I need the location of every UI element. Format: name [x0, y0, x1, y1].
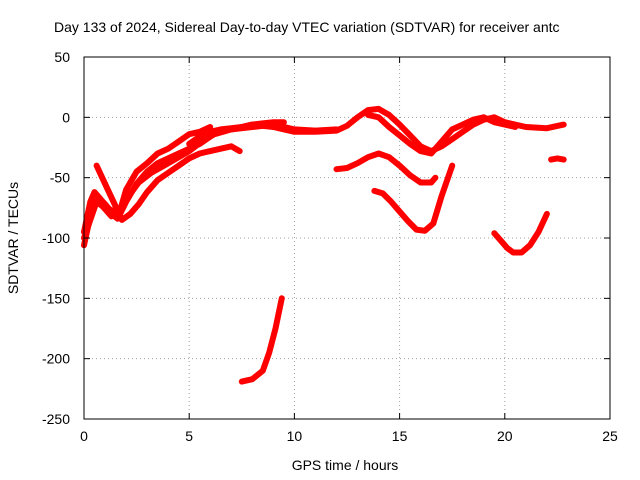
- data-series-arc-8: [365, 111, 519, 157]
- tick-layer: 0 5 10 15 20 25 -250 -200 -150 -100 -50 0 50: [42, 49, 618, 444]
- data-series-arc-4: [93, 143, 243, 223]
- x-tick-label: 10: [287, 428, 303, 444]
- y-tick-label: 0: [62, 109, 70, 125]
- y-axis-label: SDTVAR / TECUs: [5, 182, 21, 294]
- x-tick-label: 5: [185, 428, 193, 444]
- data-series-arc-12: [548, 155, 567, 163]
- data-series-arc-7: [228, 105, 567, 155]
- data-series-arc-2: [81, 124, 214, 241]
- grid-layer: [84, 57, 610, 419]
- y-tick-label: -150: [42, 290, 70, 306]
- x-tick-label: 0: [80, 428, 88, 444]
- y-tick-label: -100: [42, 230, 70, 246]
- x-tick-label: 20: [497, 428, 513, 444]
- x-tick-label: 25: [602, 428, 618, 444]
- y-tick-label: -50: [50, 170, 70, 186]
- y-tick-label: -200: [42, 351, 70, 367]
- x-tick-label: 15: [392, 428, 408, 444]
- y-tick-label: 50: [54, 49, 70, 65]
- data-series-arc-6: [238, 295, 285, 385]
- x-axis-label: GPS time / hours: [292, 457, 399, 473]
- data-series-arc-11: [491, 210, 550, 256]
- data-series-arc-9: [333, 150, 439, 186]
- y-tick-label: -250: [42, 411, 70, 427]
- data-layer: [81, 105, 567, 385]
- chart-title: Day 133 of 2024, Sidereal Day-to-day VTE…: [54, 19, 560, 35]
- data-series-arc-10: [371, 162, 456, 234]
